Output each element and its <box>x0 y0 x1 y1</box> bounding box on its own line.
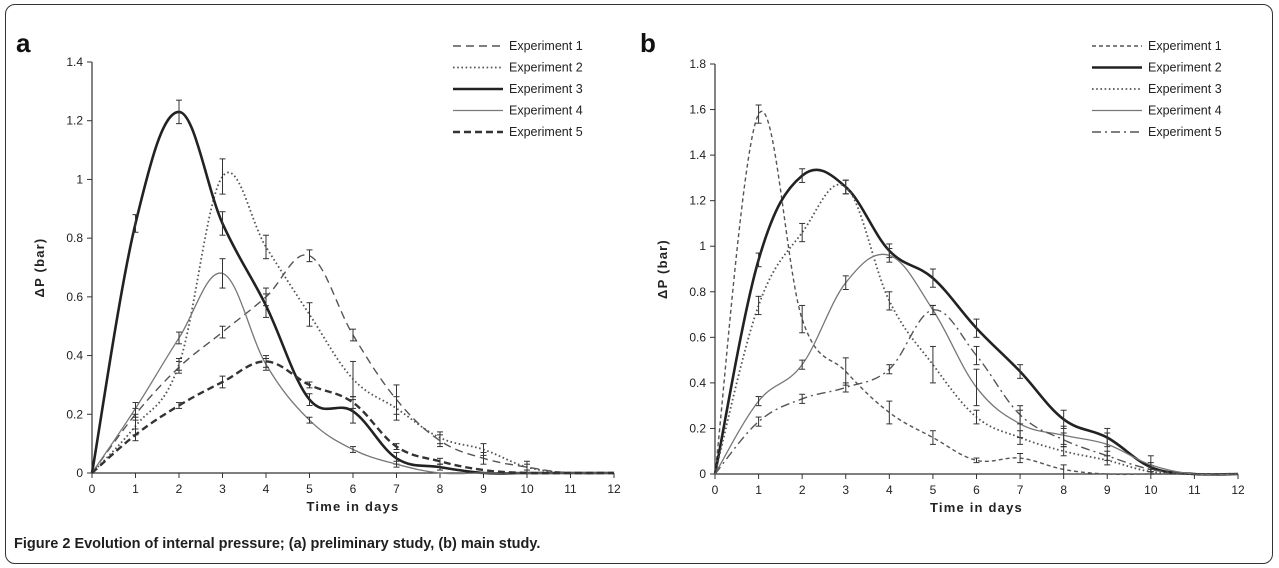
y-tick-label: 1.4 <box>689 148 706 162</box>
legend-label: Experiment 2 <box>509 61 583 75</box>
x-axis-title: Time in days <box>307 499 400 514</box>
y-tick-label: 1.4 <box>66 55 83 69</box>
y-tick-label: 0 <box>699 467 706 481</box>
legend-label: Experiment 5 <box>1148 125 1222 139</box>
series-experiment-4 <box>714 248 1239 476</box>
x-tick-label: 12 <box>607 482 621 496</box>
series-experiment-1-line <box>714 110 1238 476</box>
series-experiment-5 <box>91 355 614 475</box>
x-tick-label: 4 <box>886 483 893 497</box>
x-tick-label: 8 <box>1060 483 1067 497</box>
legend-label: Experiment 3 <box>1148 82 1222 96</box>
x-tick-label: 5 <box>930 483 937 497</box>
series-experiment-5 <box>714 304 1239 476</box>
x-tick-label: 7 <box>393 482 400 496</box>
x-tick-label: 2 <box>799 483 806 497</box>
y-tick-label: 1.2 <box>66 114 83 128</box>
x-tick-label: 1 <box>132 482 139 496</box>
x-axis-title: Time in days <box>930 500 1023 515</box>
y-tick-label: 1 <box>699 239 706 253</box>
series-experiment-2 <box>91 158 615 475</box>
x-tick-label: 9 <box>1104 483 1111 497</box>
legend-label: Experiment 3 <box>509 82 583 96</box>
panel-label: a <box>16 28 31 58</box>
y-tick-label: 1.2 <box>689 194 706 208</box>
y-tick-label: 1.8 <box>689 57 706 71</box>
legend-entry: Experiment 1 <box>453 39 583 53</box>
panel-label: b <box>640 28 656 58</box>
x-tick-label: 6 <box>973 483 980 497</box>
chart-panel-a: a0 1 2 3 4 5 6 7 8 9 10 11 1200.20.40.60.811.21.4Tim… <box>16 28 621 514</box>
x-tick-label: 3 <box>842 483 849 497</box>
legend-label: Experiment 2 <box>1148 61 1222 75</box>
x-tick-label: 10 <box>1144 483 1158 497</box>
caption-label: Figure 2 <box>14 536 71 552</box>
y-tick-label: 0.8 <box>689 285 706 299</box>
x-tick-label: 5 <box>306 482 313 496</box>
y-tick-label: 0.4 <box>689 376 706 390</box>
y-tick-label: 0 <box>76 466 83 480</box>
series-experiment-2-line <box>713 168 1239 476</box>
series-experiment-4-line <box>714 253 1239 476</box>
x-tick-label: 3 <box>219 482 226 496</box>
series-experiment-1 <box>714 104 1238 476</box>
x-tick-label: 2 <box>176 482 183 496</box>
y-tick-label: 0.6 <box>689 330 706 344</box>
y-tick-label: 0.4 <box>66 349 83 363</box>
x-tick-label: 12 <box>1231 483 1245 497</box>
y-axis-title: ΔP (bar) <box>655 239 670 299</box>
y-tick-label: 0.2 <box>66 407 83 421</box>
y-tick-label: 1.6 <box>689 103 706 117</box>
x-tick-label: 0 <box>712 483 719 497</box>
x-tick-label: 10 <box>520 482 534 496</box>
legend-entry: Experiment 3 <box>453 82 583 96</box>
chart-panel-b: b0 1 2 3 4 5 6 7 8 9 10 11 1200.20.40.60.811.21.41.6… <box>640 28 1245 515</box>
y-tick-label: 0.2 <box>689 421 706 435</box>
x-tick-label: 4 <box>263 482 270 496</box>
y-tick-label: 1 <box>76 172 83 186</box>
legend-label: Experiment 1 <box>509 39 583 53</box>
legend-entry: Experiment 2 <box>453 61 583 75</box>
x-tick-label: 1 <box>755 483 762 497</box>
series-experiment-2 <box>713 168 1239 476</box>
series-experiment-3 <box>90 99 614 475</box>
x-tick-label: 9 <box>480 482 487 496</box>
legend-entry: Experiment 1 <box>1092 39 1222 53</box>
caption-text: Evolution of internal pressure; (a) prel… <box>74 536 541 552</box>
legend-label: Experiment 4 <box>1148 104 1222 118</box>
x-tick-label: 0 <box>89 482 96 496</box>
legend-entry: Experiment 5 <box>1092 125 1222 139</box>
x-tick-label: 6 <box>350 482 357 496</box>
figure-caption: Figure 2 Evolution of internal pressure;… <box>14 536 540 552</box>
y-tick-label: 0.8 <box>66 231 83 245</box>
legend-label: Experiment 5 <box>509 125 583 139</box>
series-experiment-2-line <box>91 171 615 475</box>
legend-label: Experiment 4 <box>509 104 583 118</box>
x-tick-label: 7 <box>1017 483 1024 497</box>
legend-entry: Experiment 4 <box>1092 104 1222 118</box>
legend-entry: Experiment 5 <box>453 125 583 139</box>
x-tick-label: 11 <box>1188 483 1201 497</box>
y-axis-title: ΔP (bar) <box>32 238 47 298</box>
x-tick-label: 11 <box>564 482 577 496</box>
x-tick-label: 8 <box>437 482 444 496</box>
legend-label: Experiment 1 <box>1148 39 1222 53</box>
y-tick-label: 0.6 <box>66 290 83 304</box>
legend-entry: Experiment 2 <box>1092 61 1222 75</box>
legend-entry: Experiment 3 <box>1092 82 1222 96</box>
figure-frame <box>5 4 1273 564</box>
legend-entry: Experiment 4 <box>453 104 583 118</box>
